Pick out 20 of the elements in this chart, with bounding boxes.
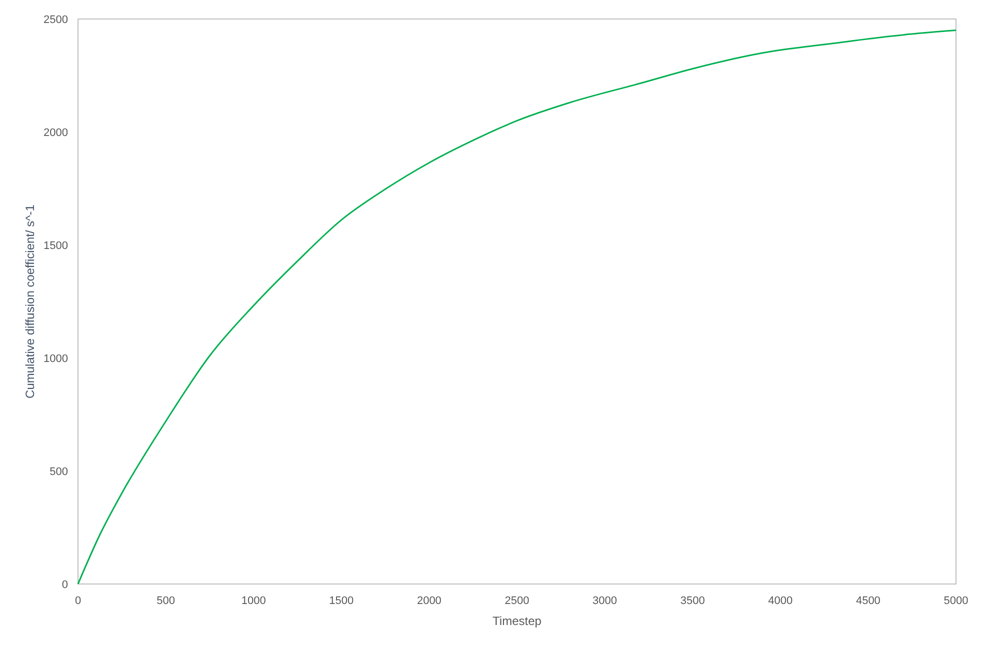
x-tick-label: 4000 bbox=[768, 595, 793, 607]
y-tick-label: 1500 bbox=[44, 240, 68, 252]
x-tick-label: 2000 bbox=[416, 595, 442, 607]
y-tick-label: 500 bbox=[50, 466, 68, 478]
x-tick-label: 3500 bbox=[680, 595, 705, 607]
y-tick-label: 2500 bbox=[44, 14, 68, 26]
x-tick-label: 5000 bbox=[944, 595, 968, 607]
y-tick-label: 0 bbox=[62, 578, 68, 591]
x-tick-label: 1000 bbox=[241, 595, 266, 607]
y-tick-label: 2000 bbox=[44, 126, 68, 139]
x-tick-label: 0 bbox=[74, 595, 82, 607]
x-tick-label: 4500 bbox=[856, 595, 880, 607]
line-series bbox=[77, 30, 957, 585]
y-tick-label: 1000 bbox=[44, 352, 68, 365]
x-tick-label: 1500 bbox=[329, 595, 354, 607]
x-tick-label: 500 bbox=[156, 595, 175, 607]
x-axis-title: Timestep bbox=[492, 614, 542, 628]
x-tick-label: 2500 bbox=[504, 595, 530, 607]
x-tick-label: 3000 bbox=[592, 595, 618, 607]
y-axis-title: Cumulative diffusion coefficient/ s^-1 bbox=[23, 204, 37, 398]
